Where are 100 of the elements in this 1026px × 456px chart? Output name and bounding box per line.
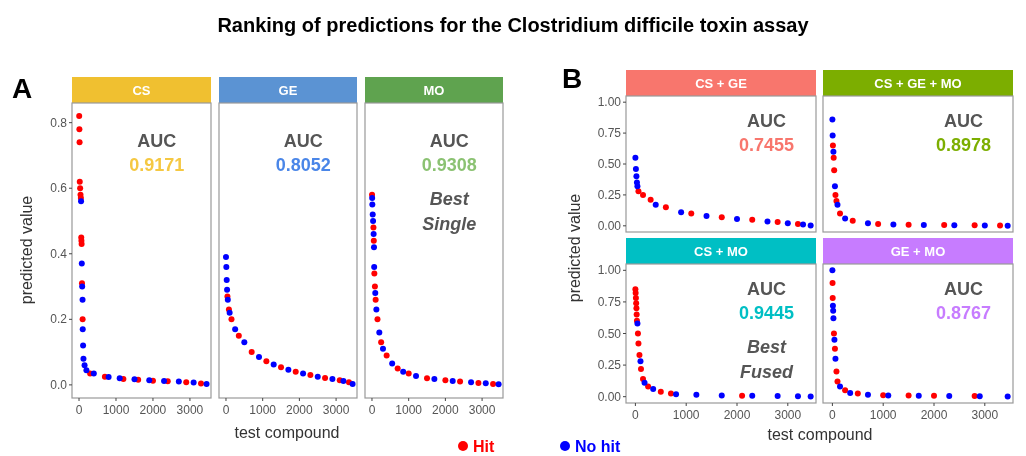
legend-label: Hit bbox=[473, 438, 495, 455]
y-tick-label: 0.00 bbox=[597, 389, 622, 404]
point bbox=[800, 221, 807, 228]
text: B bbox=[562, 63, 583, 94]
y-tick-label: 0.50 bbox=[597, 326, 622, 341]
point bbox=[652, 201, 659, 208]
point bbox=[864, 220, 871, 227]
point bbox=[329, 375, 336, 382]
x-tick-label: 1000 bbox=[869, 408, 897, 422]
point bbox=[232, 326, 239, 333]
x-tick-label: 1000 bbox=[102, 403, 130, 417]
point bbox=[370, 237, 377, 244]
point bbox=[379, 345, 386, 352]
text: Ranking of predictions for the Clostridium difficile toxin assay bbox=[217, 14, 810, 36]
annotation: AUC bbox=[137, 131, 177, 151]
point bbox=[794, 393, 801, 400]
point bbox=[641, 379, 648, 386]
y-tick-label: 1.00 bbox=[597, 263, 622, 278]
point bbox=[413, 373, 420, 380]
point bbox=[633, 173, 640, 180]
x-tick-label: 0 bbox=[75, 403, 83, 417]
point bbox=[378, 339, 385, 346]
point bbox=[81, 362, 88, 369]
point bbox=[235, 332, 242, 339]
x-tick-label: 0 bbox=[368, 403, 376, 417]
x-tick-label: 2000 bbox=[723, 408, 751, 422]
point bbox=[981, 222, 988, 229]
point bbox=[829, 302, 836, 309]
point bbox=[997, 222, 1004, 229]
point bbox=[372, 290, 379, 297]
point bbox=[83, 367, 90, 374]
point bbox=[632, 295, 639, 302]
point bbox=[369, 211, 376, 218]
point bbox=[854, 390, 861, 397]
point bbox=[449, 377, 456, 384]
point bbox=[734, 216, 740, 223]
point bbox=[662, 204, 669, 211]
point bbox=[842, 387, 849, 394]
point bbox=[300, 370, 307, 377]
point bbox=[475, 379, 482, 386]
point bbox=[370, 218, 377, 224]
chart-title: CS + MO bbox=[694, 244, 748, 259]
point bbox=[634, 330, 641, 337]
point bbox=[831, 167, 838, 174]
x-tick-label: 2000 bbox=[286, 403, 314, 417]
y-tick-label: 0.75 bbox=[597, 126, 622, 141]
point bbox=[807, 222, 814, 229]
x-tick-label: 1000 bbox=[249, 403, 277, 417]
chart-title: MO bbox=[423, 83, 445, 98]
point bbox=[373, 306, 380, 313]
point bbox=[830, 148, 837, 155]
point bbox=[371, 283, 378, 290]
annotation: Best Fused bbox=[740, 337, 795, 382]
y-tick-label: 0.0 bbox=[50, 377, 68, 392]
point bbox=[971, 393, 978, 400]
annotation: Best Single bbox=[422, 189, 477, 234]
point bbox=[842, 215, 849, 222]
chart-title: GE + MO bbox=[890, 244, 946, 259]
point bbox=[383, 352, 390, 359]
point bbox=[278, 364, 285, 371]
point bbox=[951, 222, 958, 229]
point bbox=[495, 381, 502, 388]
point bbox=[831, 345, 838, 352]
text: A bbox=[12, 73, 33, 104]
point bbox=[693, 391, 700, 398]
x-tick-label: 1000 bbox=[672, 408, 700, 422]
point bbox=[830, 154, 837, 161]
annotation: 0.8767 bbox=[936, 303, 992, 323]
annotation: 0.8978 bbox=[936, 135, 992, 155]
point bbox=[76, 178, 83, 185]
point bbox=[256, 354, 263, 361]
point bbox=[223, 277, 230, 283]
point bbox=[285, 366, 292, 373]
annotation: 0.9171 bbox=[129, 155, 185, 175]
point bbox=[424, 375, 431, 382]
point bbox=[830, 307, 837, 314]
y-tick-label: 0.8 bbox=[50, 115, 68, 130]
point bbox=[830, 315, 837, 322]
point bbox=[292, 368, 299, 375]
annotation: 0.9308 bbox=[421, 155, 477, 175]
point bbox=[270, 361, 277, 368]
y-tick-label: 1.00 bbox=[597, 95, 622, 110]
point bbox=[369, 201, 376, 208]
point bbox=[637, 358, 644, 365]
point bbox=[1004, 393, 1011, 400]
x-tick-label: 0 bbox=[222, 403, 230, 417]
x-tick-label: 3000 bbox=[971, 408, 999, 422]
x-tick-label: 0 bbox=[632, 408, 640, 422]
point bbox=[340, 377, 347, 384]
point bbox=[203, 380, 210, 387]
point bbox=[832, 191, 839, 198]
annotation: 0.9445 bbox=[739, 303, 795, 323]
point bbox=[389, 360, 396, 367]
point bbox=[394, 365, 401, 372]
point bbox=[131, 376, 138, 383]
point bbox=[224, 286, 231, 293]
point bbox=[370, 224, 377, 231]
point bbox=[228, 316, 235, 323]
point bbox=[739, 392, 746, 399]
point bbox=[885, 392, 892, 399]
